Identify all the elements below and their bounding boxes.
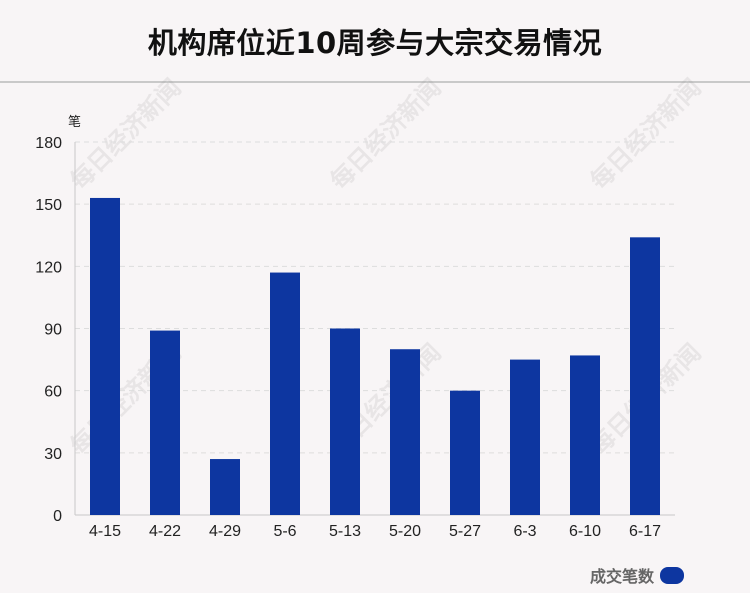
y-tick-label: 150	[35, 197, 62, 214]
y-tick-label: 180	[35, 135, 62, 152]
x-tick-label: 5-20	[389, 523, 421, 540]
x-tick-label: 4-22	[149, 523, 181, 540]
legend-label: 成交笔数	[589, 567, 654, 586]
x-tick-label: 4-29	[209, 523, 241, 540]
x-tick-label: 6-3	[513, 523, 536, 540]
bar	[210, 459, 240, 515]
bar	[90, 197, 120, 515]
bar	[390, 349, 420, 515]
y-tick-label: 90	[44, 322, 62, 339]
chart-title: 机构席位近10周参与大宗交易情况	[147, 25, 603, 60]
x-tick-label: 4-15	[89, 523, 121, 540]
y-tick-label: 120	[35, 259, 62, 276]
x-tick-label: 5-27	[449, 523, 481, 540]
bar	[510, 359, 540, 515]
title-bar: 机构席位近10周参与大宗交易情况	[0, 0, 750, 81]
y-tick-label: 30	[44, 446, 62, 463]
legend: 成交笔数	[590, 563, 684, 587]
x-tick-label: 6-17	[629, 523, 661, 540]
y-tick-label: 60	[44, 384, 62, 401]
x-tick-label: 5-6	[273, 523, 296, 540]
x-tick-label: 6-10	[569, 523, 601, 540]
bar	[570, 355, 600, 515]
legend-swatch	[660, 566, 684, 584]
bar	[450, 390, 480, 515]
bar	[630, 237, 660, 516]
bar	[150, 330, 180, 515]
x-tick-label: 5-13	[329, 523, 361, 540]
title-divider	[0, 81, 750, 83]
y-axis-label: 笔	[68, 114, 81, 130]
bar	[330, 328, 360, 515]
y-tick-label: 0	[53, 508, 62, 525]
bar	[270, 272, 300, 515]
